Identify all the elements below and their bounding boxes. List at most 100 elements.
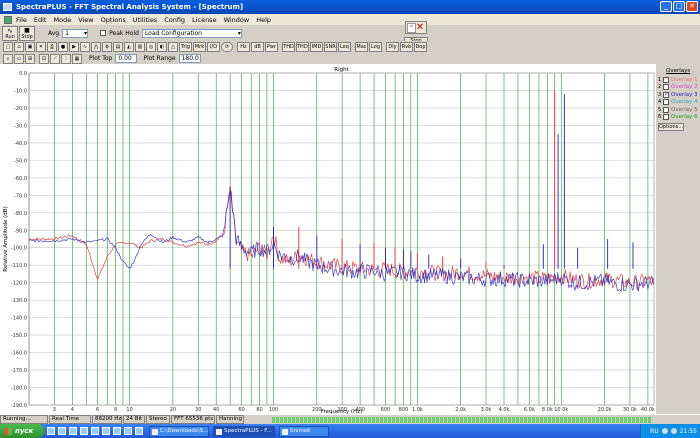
spectrum-chart[interactable]: 0.0 -10.0 -20.0 -30.0 -40.0 -50.0 -60.0 -70.0 -8… — [0, 64, 656, 415]
zoom-icon[interactable]: ⌕ — [3, 53, 13, 64]
record-icon[interactable]: ● — [58, 42, 68, 52]
overlay-checkbox[interactable]: ✓ — [663, 91, 669, 98]
overlay-checkbox[interactable] — [663, 99, 669, 105]
save-icon[interactable]: ▣ — [25, 42, 35, 52]
play-icon[interactable]: ▶ — [69, 42, 79, 52]
overlay-checkbox[interactable] — [663, 84, 669, 90]
minimize-button[interactable]: _ — [660, 1, 672, 12]
menu-help[interactable]: Help — [256, 15, 272, 24]
overlay-checkbox[interactable] — [663, 114, 669, 120]
quicklaunch-icon[interactable] — [135, 427, 143, 435]
full-view-icon[interactable]: ▭ — [14, 53, 24, 64]
mrk-button[interactable]: Mrk — [193, 42, 206, 52]
toolbar-secondary: ▢ ⌂ ▣ ✕ ⎙ ● ▶ ∿ ⋀ ϕ ▤ ◭ ▥ ◎ ◐ △ Trig Mrk… — [0, 41, 700, 53]
quicklaunch-icon[interactable] — [69, 427, 77, 435]
peak-hold-checkbox[interactable] — [100, 30, 107, 36]
quicklaunch-icon[interactable] — [80, 427, 88, 435]
quicklaunch-icon[interactable] — [47, 427, 55, 435]
menu-view[interactable]: View — [78, 15, 94, 24]
image-icon — [282, 428, 288, 435]
triangle-icon[interactable]: △ — [168, 42, 178, 52]
delete-icon[interactable]: ✕ — [36, 42, 46, 52]
menu-file[interactable]: File — [16, 15, 27, 24]
thdn-button[interactable]: THD+N — [296, 42, 309, 52]
menu-license[interactable]: License — [192, 15, 217, 24]
menu-mode[interactable]: Mode — [53, 15, 72, 24]
pwr-button[interactable]: Pwr — [265, 42, 278, 52]
stop-window-icon[interactable]: ~ ✕ — [405, 21, 427, 34]
print-icon[interactable]: ⎙ — [47, 42, 57, 52]
overlay-label: Overlay 5 — [671, 106, 698, 113]
config-select[interactable]: Load Configuration ▾ — [141, 28, 242, 38]
overlays-panel: Overlays 1 Overlay 1 2 Overlay 2 3 ✓ Overlay 3… — [656, 64, 700, 414]
rvb-button[interactable]: Rvb — [400, 42, 413, 52]
spectrogram-icon[interactable]: ▤ — [113, 42, 123, 52]
meter-icon[interactable]: ◐ — [157, 42, 167, 52]
refresh-icon[interactable]: ⟳ — [221, 42, 233, 52]
quicklaunch-icon[interactable] — [124, 427, 132, 435]
scale-icon[interactable]: ⊞ — [25, 53, 35, 64]
run-button[interactable]: ∿ Run — [2, 25, 18, 41]
imd-button[interactable]: IMD — [310, 42, 323, 52]
quicklaunch-icon[interactable] — [113, 427, 121, 435]
menu-window[interactable]: Window — [223, 15, 250, 24]
autoscale-icon[interactable]: ⊡ — [39, 53, 49, 64]
x-tick-label: 6 — [96, 407, 99, 413]
menu-bar: File Edit Mode View Options Utilities Co… — [0, 14, 700, 25]
stop-toolbar-button[interactable]: ■ Stop — [19, 25, 35, 41]
options-button[interactable]: Options... — [658, 123, 684, 131]
quicklaunch-icon[interactable] — [91, 427, 99, 435]
menu-options[interactable]: Options — [100, 15, 126, 24]
bars-icon[interactable]: ▥ — [135, 42, 145, 52]
spectrum-icon[interactable]: ⋀ — [91, 42, 101, 52]
menu-config[interactable]: Config — [164, 15, 186, 24]
overlay-row[interactable]: 3 ✓ Overlay 3 — [658, 91, 698, 98]
plot-top-input[interactable]: 0.00 — [115, 54, 138, 63]
thd-button[interactable]: THD — [282, 42, 295, 52]
quicklaunch-icon[interactable] — [102, 427, 110, 435]
cursor-icon[interactable]: ⟋ — [50, 53, 60, 64]
io-button[interactable]: I/O — [207, 42, 220, 52]
log-button[interactable]: Log — [369, 42, 382, 52]
task-downloads[interactable]: C:\Downloads\S... — [149, 425, 209, 437]
close-button[interactable]: ✕ — [686, 1, 698, 12]
hz-button[interactable]: Hz — [237, 42, 250, 52]
waveform-icon[interactable]: ∿ — [80, 42, 90, 52]
overlay-row[interactable]: 5 Overlay 5 — [658, 106, 698, 113]
maximize-button[interactable]: □ — [673, 1, 685, 12]
lock-icon[interactable]: ▦ — [72, 53, 82, 64]
overlay-row[interactable]: 2 Overlay 2 — [658, 84, 698, 91]
menu-edit[interactable]: Edit — [33, 15, 47, 24]
language-indicator[interactable]: RU — [650, 427, 659, 435]
level-icon[interactable]: ⫶ — [61, 53, 71, 64]
task-snimok[interactable]: Snimok — [279, 425, 329, 437]
quicklaunch-icon[interactable] — [58, 427, 66, 435]
leq-button[interactable]: Leq — [338, 42, 351, 52]
avg-select[interactable]: 1 ▾ — [62, 28, 89, 38]
overlay-row[interactable]: 1 Overlay 1 — [658, 76, 698, 83]
menu-utilities[interactable]: Utilities — [132, 15, 158, 24]
phase-icon[interactable]: ϕ — [102, 42, 112, 52]
dop-button[interactable]: Dop — [414, 42, 427, 52]
dly-button[interactable]: Dly — [386, 42, 399, 52]
snr-button[interactable]: SNR — [324, 42, 337, 52]
scope-icon[interactable]: ◎ — [146, 42, 156, 52]
db-button[interactable]: dB — [251, 42, 264, 52]
task-spectraplus[interactable]: SpectraPLUS - F... — [213, 425, 275, 437]
tray-icon[interactable] — [670, 428, 677, 434]
mac-button[interactable]: Mac — [355, 42, 368, 52]
overlay-row[interactable]: 4 Overlay 4 — [658, 99, 698, 106]
tray-icon[interactable] — [661, 428, 668, 434]
spectrum-plot[interactable]: 0.0 -10.0 -20.0 -30.0 -40.0 -50.0 -60.0 -70.0 -8… — [0, 64, 656, 415]
trig-button[interactable]: Trig — [179, 42, 192, 52]
document-icon[interactable] — [4, 15, 12, 24]
overlay-checkbox[interactable] — [663, 106, 669, 113]
open-file-icon[interactable]: ⌂ — [14, 42, 24, 52]
app-icon — [3, 3, 12, 11]
plot-range-input[interactable]: 180.0 — [178, 54, 201, 63]
start-button[interactable]: пуск — [0, 424, 44, 438]
overlay-checkbox[interactable] — [663, 76, 669, 83]
new-file-icon[interactable]: ▢ — [3, 42, 13, 52]
3d-surface-icon[interactable]: ◭ — [124, 42, 134, 52]
overlay-row[interactable]: 6 Overlay 6 — [658, 114, 698, 121]
